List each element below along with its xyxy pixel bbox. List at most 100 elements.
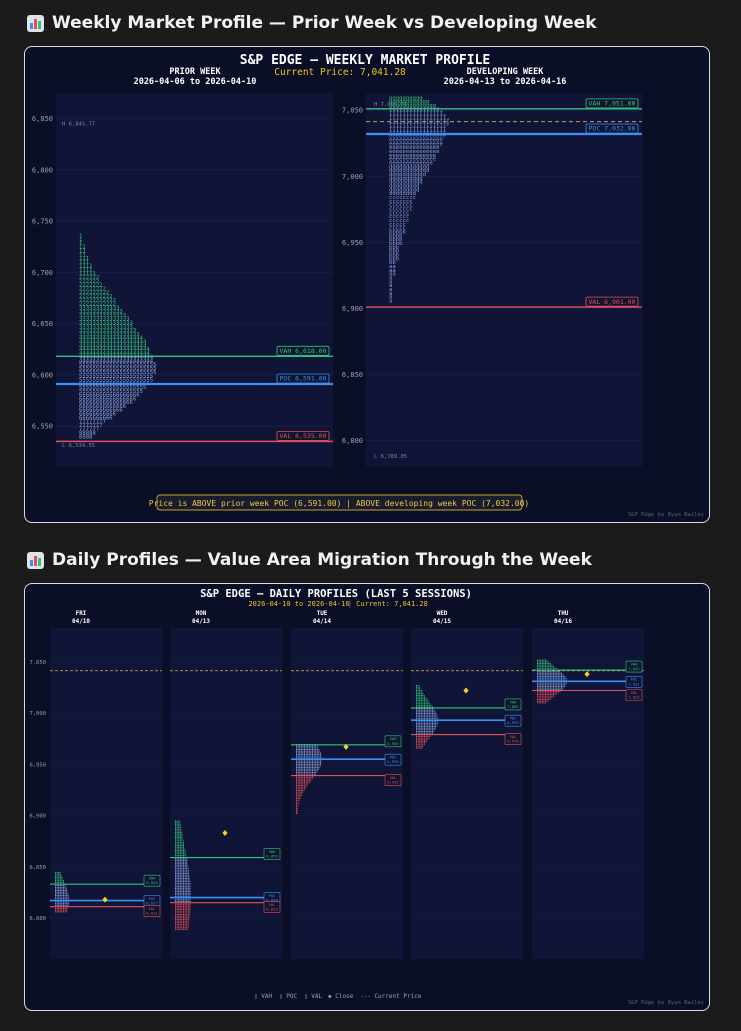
weekly-footer-note-text: Price is ABOVE prior week POC (6,591.00)…	[149, 499, 530, 508]
tpo-row: 222222	[79, 279, 99, 285]
session-day: FRI	[76, 610, 87, 617]
close-marker	[222, 829, 228, 836]
daily-profile-heading-text: Daily Profiles — Value Area Migration Th…	[52, 550, 592, 570]
session-date: 04/15	[433, 618, 451, 625]
vah-label-value: 6,969	[387, 741, 399, 746]
session-day: TUE	[317, 610, 328, 617]
val-label-name: VAL	[149, 906, 157, 911]
val-label-box	[384, 774, 402, 786]
vah-label-box	[384, 735, 402, 748]
val-label-value: 6,815	[266, 907, 277, 912]
y-tick-label: 6,650	[32, 320, 53, 328]
session-day: WED	[437, 610, 448, 617]
panel-background	[170, 628, 282, 959]
val-label-value: 6,939	[387, 780, 399, 785]
tpo-row: cccccccc	[389, 195, 416, 201]
session-date: 04/16	[554, 618, 572, 625]
vah-label-box	[585, 98, 639, 109]
tpo-row: 444444444444444444444	[79, 347, 150, 353]
tpo-row: dddddddd	[389, 191, 416, 197]
y-tick-label: 6,900	[342, 305, 363, 313]
daily-subtitle-dates: 2026-04-10 to 2026-04-16	[248, 600, 349, 608]
poc-label-name: POC	[631, 677, 638, 682]
tpo-row: cccccc	[389, 218, 409, 224]
vah-label-value: 7,005	[507, 704, 518, 709]
poc-label-value: 7,031	[628, 681, 640, 686]
tpo-row: 22222222222	[79, 302, 116, 308]
tpo-row: eeeeeeeeeeeee	[389, 161, 433, 167]
tpo-row: 11	[79, 252, 86, 258]
tpo-profile: 8888888887777777777777777777776666666666…	[79, 233, 156, 440]
val-label: VAL 6,535.00	[280, 432, 327, 440]
y-tick-label: 6,800	[32, 166, 53, 174]
tpo-row: dddddddddd	[389, 176, 423, 182]
vah-label-box	[625, 660, 643, 673]
vah-label-name: VAH	[631, 661, 639, 666]
close-marker	[463, 687, 469, 694]
vah-label: VAH 6,618.00	[280, 347, 327, 355]
high-label: H 7,055.71	[374, 102, 407, 108]
vah-label: VAH 7,051.00	[589, 100, 636, 108]
tpo-row: bbb	[389, 256, 400, 262]
tpo-row: 22222222222	[79, 298, 116, 304]
weekly-watermark: S&P Edge by Ryan Bailey	[628, 512, 705, 518]
tpo-row: fffffffffffffffff	[389, 115, 446, 121]
val-label-box	[504, 733, 522, 745]
tpo-row: 1	[79, 233, 82, 239]
y-tick-label: 6,600	[32, 371, 53, 379]
y-tick-label: 6,800	[342, 437, 363, 445]
tpo-row: 3333333333333333	[79, 321, 133, 327]
tpo-row: dddddddddddd	[389, 164, 429, 170]
tpo-row: a	[389, 275, 392, 281]
vah-label-box	[504, 698, 522, 711]
tpo-row: 11	[79, 245, 86, 251]
close-marker	[343, 743, 349, 750]
daily-watermark: S&P Edge by Ryan Bailey	[628, 1000, 705, 1006]
weekly-chart-title: S&P EDGE — WEEKLY MARKET PROFILE	[240, 53, 490, 68]
panel-background	[291, 628, 403, 959]
legend-item: ▯ VAL	[304, 993, 322, 1000]
tpo-row: aa	[389, 268, 396, 274]
tpo-row: cccccc	[389, 214, 409, 220]
poc-label-name: POC	[149, 896, 156, 901]
tpo-row: 777777	[79, 427, 99, 433]
y-tick-label: 7,050	[342, 107, 363, 115]
legend-item: ▯ POC	[279, 993, 297, 1000]
vah-label-value: 6,833	[146, 880, 157, 885]
y-tick-label: 6,850	[342, 371, 363, 379]
tpo-row: gggggggggg	[389, 95, 423, 101]
close-marker	[102, 896, 108, 903]
panel-header: PRIOR WEEK	[169, 67, 221, 77]
vah-label-name: VAH	[510, 699, 518, 704]
tpo-row: eeeeeeeeeeeeeee	[389, 149, 440, 155]
tpo-row: 33333333333333	[79, 313, 126, 319]
daily-profile-chart: S&P EDGE — DAILY PROFILES (LAST 5 SESSIO…	[29, 588, 705, 1006]
y-tick-label: 6,750	[32, 218, 53, 226]
tpo-row: 3333333333333333	[79, 324, 133, 330]
tpo-row: 666666666666666666	[79, 393, 140, 399]
poc-label-box	[625, 675, 643, 688]
tpo-row: ffffffffffffffffff	[389, 122, 450, 128]
val-label-value: 6,811	[146, 911, 158, 916]
vah-label-name: VAH	[149, 876, 157, 881]
val-label-box	[585, 296, 639, 307]
tpo-row: ccccc	[389, 226, 406, 232]
legend-item: ◆ Close	[328, 993, 354, 1000]
session-date: 04/10	[72, 618, 90, 625]
y-tick-label: 6,950	[342, 239, 363, 247]
tpo-row: ccccc	[389, 222, 406, 228]
val-label-value: 6,979	[507, 739, 519, 744]
tpo-row: bbbb	[389, 241, 403, 247]
y-tick-label: 6,900	[29, 814, 46, 820]
y-tick-label: 6,550	[32, 423, 53, 431]
tpo-row: 2222222222	[79, 294, 113, 300]
tpo-row: dddddddddd	[389, 180, 423, 186]
val-label-box	[625, 689, 643, 701]
tpo-row: 11111	[79, 271, 96, 277]
poc-label-box	[384, 753, 402, 766]
val-label-name: VAL	[390, 775, 398, 780]
tpo-row: 333333333333333333	[79, 332, 140, 338]
vah-label-value: 6,859	[266, 854, 278, 859]
